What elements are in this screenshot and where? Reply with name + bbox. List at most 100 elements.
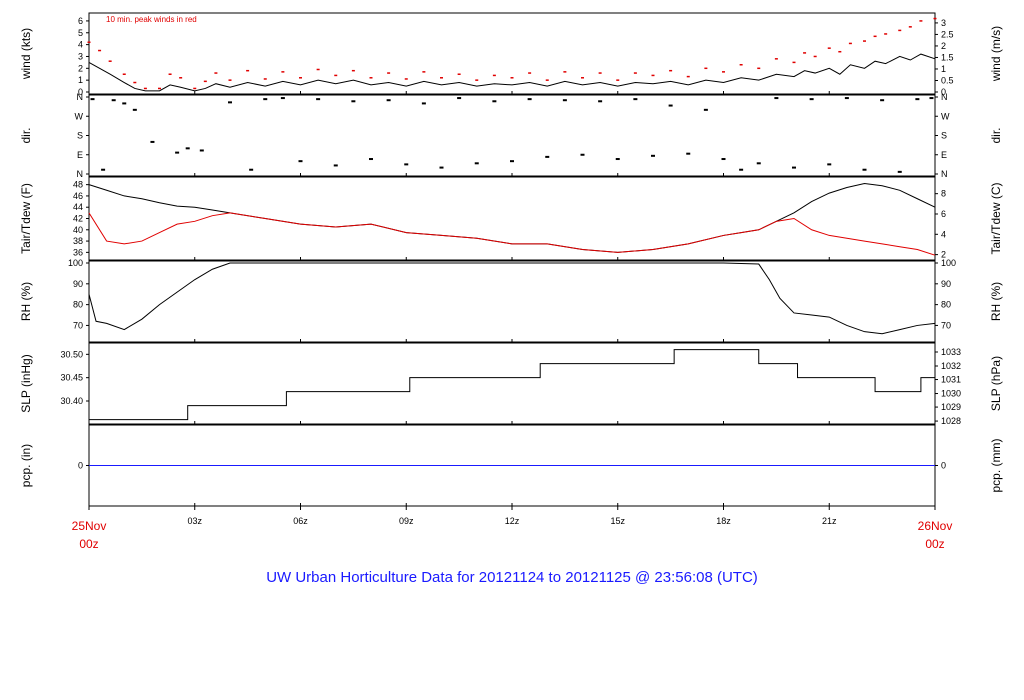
wind-peak-point	[193, 87, 197, 90]
wind-peak-point	[704, 67, 708, 70]
temp-tick-label-left: 46	[73, 191, 83, 201]
slp-tick-label-right: 1028	[941, 416, 961, 426]
chart-panels: wind (kts) wind (m/s)012345600.511.522.53…	[19, 12, 1003, 507]
wind-peak-point	[633, 72, 637, 74]
dir-point	[668, 104, 673, 107]
dir-point	[545, 155, 550, 158]
wind-peak-point	[179, 77, 183, 79]
wind-peak-point	[158, 87, 161, 90]
wind-peak-point	[545, 79, 549, 81]
dir-point	[929, 97, 934, 100]
x-label-start-hour: 00z	[79, 537, 98, 551]
dir-frame	[88, 94, 936, 177]
wind-tick-label-left: 4	[78, 40, 83, 50]
panel-slp: SLP (inHg) SLP (hPa) 30.40 30.45 30.50 1028 10…	[19, 342, 1003, 426]
dir-tick-label-left: E	[77, 150, 83, 160]
wind-peak-point	[369, 77, 373, 79]
wind-peak-point	[863, 40, 866, 42]
dir-point	[122, 102, 127, 105]
wind-peak-point	[722, 71, 725, 73]
x-tick-label: 12z	[505, 516, 520, 526]
wind-peak-point	[475, 79, 479, 81]
wind-peak-point	[214, 72, 218, 74]
slp-tick-label-right: 1031	[941, 375, 961, 385]
dir-tick-label-left: N	[77, 169, 84, 179]
wind-tick-label-right: 0	[941, 87, 946, 97]
dir-point	[90, 98, 95, 101]
wind-peak-point	[616, 79, 620, 81]
dir-point	[111, 99, 116, 102]
wind-peak-point	[908, 26, 912, 28]
wind-peak-point	[492, 74, 496, 77]
rh-tick-label-right: 70	[941, 320, 951, 330]
rh-tick-label-right: 90	[941, 279, 951, 289]
wind-peak-point	[739, 64, 743, 66]
dir-tick-label-right: N	[941, 92, 948, 102]
wind-peak-point	[228, 79, 232, 81]
dir-point	[774, 97, 779, 100]
pcp-ylabel-left: pcp. (in)	[19, 444, 33, 487]
wind-peak-point	[122, 73, 126, 75]
temp-tick-label-left: 44	[73, 202, 83, 212]
temp-tick-label-right: 4	[941, 229, 946, 239]
slp-frame	[88, 342, 936, 425]
temp-tick-label-left: 36	[73, 247, 83, 257]
wind-annotation: 10 min. peak winds in red	[106, 15, 197, 24]
dir-tick-label-left: N	[77, 92, 84, 102]
x-tick-label: 18z	[716, 516, 731, 526]
dir-point	[827, 163, 832, 166]
slp-tick-label-right: 1030	[941, 389, 961, 399]
dir-point	[369, 158, 373, 161]
dir-point	[492, 100, 497, 103]
dir-point	[809, 98, 814, 101]
rh-series-rh	[88, 262, 936, 335]
wind-peak-point	[440, 77, 443, 79]
dir-point	[316, 98, 321, 101]
wind-tick-label-left: 5	[78, 28, 83, 38]
wind-peak-point	[246, 69, 250, 72]
wind-ylabel-left: wind (kts)	[19, 28, 33, 80]
wind-peak-point	[457, 73, 461, 75]
wind-peak-point	[898, 29, 902, 32]
dir-point	[897, 170, 902, 173]
dir-point	[298, 160, 303, 163]
wind-peak-point	[598, 72, 602, 74]
temp-ylabel-left: Tair/Tdew (F)	[19, 183, 33, 254]
dir-point	[439, 166, 444, 169]
dir-point	[721, 158, 726, 161]
dir-point	[457, 97, 462, 100]
dir-tick-label-right: S	[941, 131, 947, 141]
wind-peak-point	[422, 71, 426, 73]
wind-peak-point	[686, 75, 690, 78]
dir-point	[333, 164, 338, 167]
dir-point	[175, 151, 180, 154]
dir-point	[703, 108, 708, 111]
slp-tick-label-right: 1032	[941, 361, 961, 371]
x-tick-label: 15z	[610, 516, 625, 526]
temp-ylabel-right: Tair/Tdew (C)	[989, 182, 1003, 254]
panel-rh: RH (%) RH (%) 70 80 90 100 70 80 90 100	[19, 258, 1003, 343]
wind-peak-point	[581, 77, 584, 79]
panel-temp: Tair/Tdew (F) Tair/Tdew (C)36384042444648…	[19, 176, 1003, 261]
wind-peak-point	[143, 87, 147, 90]
wind-tick-label-left: 2	[78, 63, 83, 73]
wind-peak-point	[404, 78, 408, 80]
wind-tick-label-left: 6	[78, 16, 83, 26]
wind-tick-label-right: 3	[941, 18, 946, 28]
x-tick-label: 03z	[187, 516, 202, 526]
wind-tick-label-right: 2.5	[941, 29, 954, 39]
dir-point	[101, 168, 106, 171]
rh-tick-label-right: 80	[941, 300, 951, 310]
dir-point	[185, 147, 190, 150]
dir-point	[562, 99, 567, 102]
wind-tick-label-right: 1.5	[941, 52, 954, 62]
dir-point	[792, 166, 796, 169]
dir-point	[474, 162, 479, 165]
dir-tick-label-right: N	[941, 169, 948, 179]
wind-peak-point	[98, 49, 102, 52]
wind-peak-point	[813, 55, 817, 58]
wind-peak-point	[528, 72, 532, 74]
temp-tick-label-right: 6	[941, 209, 946, 219]
rh-tick-label-left: 80	[73, 300, 83, 310]
wind-tick-label-left: 1	[78, 75, 83, 85]
